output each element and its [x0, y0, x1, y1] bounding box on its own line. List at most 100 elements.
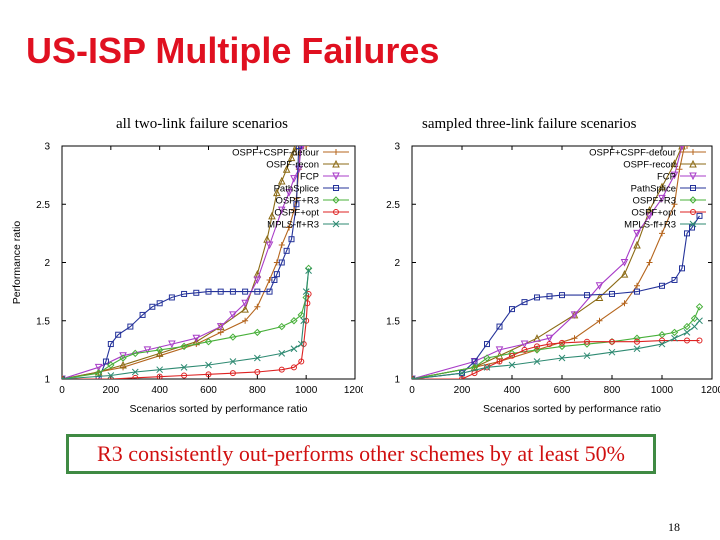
data-point-ospf-r3 [155, 346, 164, 354]
series-ospf-recon [412, 146, 686, 379]
x-tick-label: 600 [200, 385, 217, 396]
data-point-mpls-ff-r3 [131, 368, 139, 376]
data-point-ospf-opt [634, 338, 640, 345]
y-tick-label: 1.5 [386, 316, 400, 327]
data-point-ospf-r3 [690, 314, 699, 323]
y-axis-label: Performance ratio [11, 221, 23, 305]
data-point-ospf-r3 [253, 328, 262, 337]
data-point-ospf-cspf-detour [286, 224, 293, 231]
data-point-pathsplice [496, 323, 503, 330]
data-point-ospf-opt [181, 372, 188, 379]
data-point-ospf-opt [684, 337, 690, 344]
data-point-ospf-r3 [180, 342, 188, 351]
x-tick-label: 1000 [295, 385, 318, 396]
data-point-mpls-ff-r3 [508, 361, 516, 369]
data-point-fcp [94, 363, 103, 372]
legend-marker-ospf-opt [690, 209, 696, 215]
data-point-fcp [192, 334, 201, 343]
data-point-mpls-ff-r3 [671, 334, 678, 342]
legend-marker-ospf-recon [689, 159, 697, 168]
legend-marker-pathsplice [690, 185, 696, 191]
data-point-pathsplice [521, 299, 528, 306]
data-point-ospf-recon [633, 240, 641, 249]
data-point-mpls-ff-r3 [558, 354, 566, 362]
data-point-ospf-cspf-detour [659, 230, 665, 237]
data-point-mpls-ff-r3 [302, 288, 310, 295]
legend-marker-fcp [332, 172, 340, 181]
data-point-fcp [241, 299, 249, 308]
data-point-fcp [620, 259, 629, 267]
data-point-ospf-r3 [290, 317, 298, 325]
series-line-pathsplice [62, 146, 300, 379]
data-point-pathsplice [168, 294, 175, 301]
data-point-pathsplice [293, 201, 300, 208]
data-point-pathsplice [609, 290, 615, 297]
data-point-ospf-r3 [107, 361, 115, 369]
series-ospf-opt [62, 290, 312, 379]
data-point-fcp [520, 340, 529, 349]
data-point-pathsplice [659, 282, 665, 289]
data-point-ospf-r3 [119, 354, 127, 362]
data-point-mpls-ff-r3 [278, 350, 286, 357]
data-point-ospf-recon [119, 360, 127, 369]
x-axis-label: Scenarios sorted by performance ratio [483, 403, 661, 415]
series-mpls-ff-r3 [62, 267, 312, 379]
x-tick-label: 800 [249, 385, 266, 396]
data-point-fcp [570, 311, 579, 320]
data-point-mpls-ff-r3 [205, 361, 212, 369]
data-point-ospf-r3 [670, 328, 679, 337]
data-point-pathsplice [559, 292, 565, 299]
data-point-pathsplice [156, 300, 163, 307]
legend-label-ospf-r3: OSPF+R3 [632, 196, 676, 207]
data-point-ospf-opt [546, 341, 553, 348]
data-point-fcp [143, 346, 152, 354]
data-point-fcp [265, 241, 274, 250]
data-point-ospf-opt [584, 338, 590, 345]
y-tick-label: 2 [394, 258, 400, 269]
data-point-mpls-ff-r3 [305, 267, 312, 275]
data-point-pathsplice [278, 259, 285, 266]
y-tick-label: 2.5 [386, 200, 400, 211]
series-line-ospf-cspf-detour [62, 146, 307, 379]
data-point-ospf-recon [595, 293, 604, 301]
x-tick-label: 1200 [344, 385, 363, 396]
data-point-ospf-opt [659, 337, 665, 344]
x-tick-label: 0 [409, 385, 415, 396]
data-point-fcp [545, 334, 554, 343]
data-point-fcp [119, 352, 127, 360]
legend-marker-ospf-cspf-detour [690, 149, 696, 155]
data-point-mpls-ff-r3 [62, 375, 66, 379]
data-point-ospf-recon [268, 211, 276, 220]
series-fcp [62, 146, 305, 379]
series-line-fcp [62, 146, 303, 379]
series-line-mpls-ff-r3 [62, 270, 310, 379]
data-point-mpls-ff-r3 [483, 363, 491, 371]
data-point-fcp [229, 311, 237, 320]
data-point-pathsplice [584, 292, 590, 299]
data-point-mpls-ff-r3 [253, 354, 261, 362]
x-tick-label: 1200 [701, 385, 720, 396]
legend-label-pathsplice: PathSplice [274, 184, 319, 195]
data-point-ospf-recon [620, 270, 629, 278]
series-pathsplice [62, 146, 302, 379]
legend-label-ospf-cspf-detour: OSPF+CSPF-detour [232, 148, 319, 159]
page-title: US-ISP Multiple Failures [26, 30, 440, 71]
data-point-pathsplice [671, 276, 678, 283]
data-point-pathsplice [484, 341, 490, 348]
legend-marker-mpls-ff-r3 [332, 220, 340, 228]
legend-marker-ospf-recon [332, 159, 340, 168]
legend-marker-ospf-r3 [689, 196, 697, 204]
series-pathsplice [412, 212, 703, 379]
data-point-pathsplice [127, 323, 134, 330]
data-point-pathsplice [679, 265, 685, 272]
data-point-pathsplice [288, 236, 295, 243]
data-point-ospf-opt [132, 374, 139, 379]
data-point-ospf-opt [298, 358, 305, 365]
data-point-pathsplice [509, 306, 515, 313]
y-tick-label: 1 [44, 375, 50, 386]
legend-label-ospf-recon: OSPF-recon [266, 160, 319, 171]
chart-two-link: 0 200 400 600 800 1000 1200 1 1.5 2 2.5 3 Scenarios … [11, 142, 363, 416]
data-point-ospf-cspf-detour [596, 317, 603, 324]
data-point-ospf-r3 [204, 338, 213, 346]
data-point-ospf-recon [282, 165, 291, 173]
